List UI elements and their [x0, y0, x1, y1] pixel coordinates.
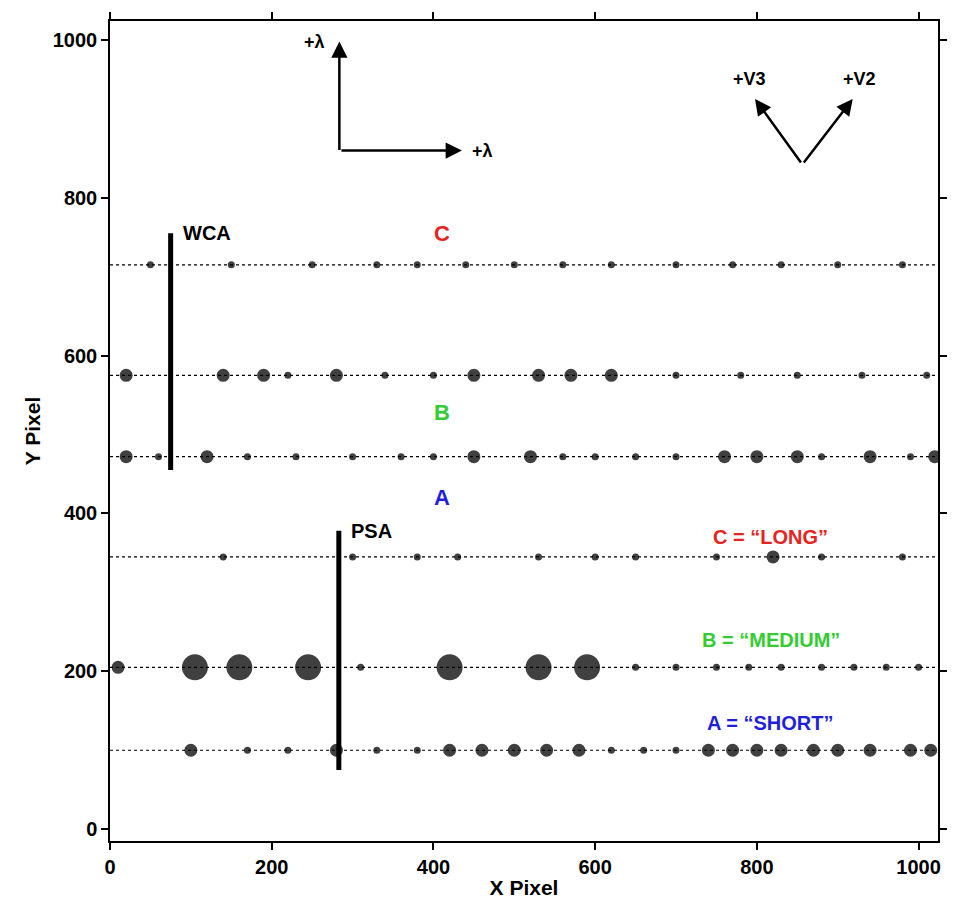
svg-text:200: 200: [255, 856, 288, 878]
svg-text:600: 600: [578, 856, 611, 878]
svg-text:WCA: WCA: [183, 222, 231, 244]
svg-text:0: 0: [104, 856, 115, 878]
svg-text:800: 800: [64, 187, 97, 209]
svg-text:B = “MEDIUM”: B = “MEDIUM”: [702, 629, 840, 651]
svg-text:+λ: +λ: [304, 32, 325, 52]
svg-text:+λ: +λ: [472, 141, 493, 161]
svg-text:B: B: [434, 400, 450, 425]
svg-text:C: C: [434, 221, 450, 246]
svg-text:Y Pixel: Y Pixel: [21, 397, 44, 466]
svg-text:200: 200: [64, 660, 97, 682]
svg-text:1000: 1000: [53, 29, 98, 51]
svg-text:A: A: [434, 485, 450, 510]
svg-text:800: 800: [740, 856, 773, 878]
svg-text:600: 600: [64, 345, 97, 367]
svg-text:PSA: PSA: [351, 520, 392, 542]
svg-text:+V3: +V3: [733, 69, 766, 89]
svg-text:400: 400: [417, 856, 450, 878]
svg-text:1000: 1000: [896, 856, 941, 878]
svg-text:C = “LONG”: C = “LONG”: [713, 526, 828, 548]
svg-text:400: 400: [64, 502, 97, 524]
svg-text:A = “SHORT”: A = “SHORT”: [707, 712, 834, 734]
svg-text:0: 0: [86, 818, 97, 840]
svg-text:X Pixel: X Pixel: [490, 876, 559, 899]
svg-text:+V2: +V2: [843, 69, 876, 89]
